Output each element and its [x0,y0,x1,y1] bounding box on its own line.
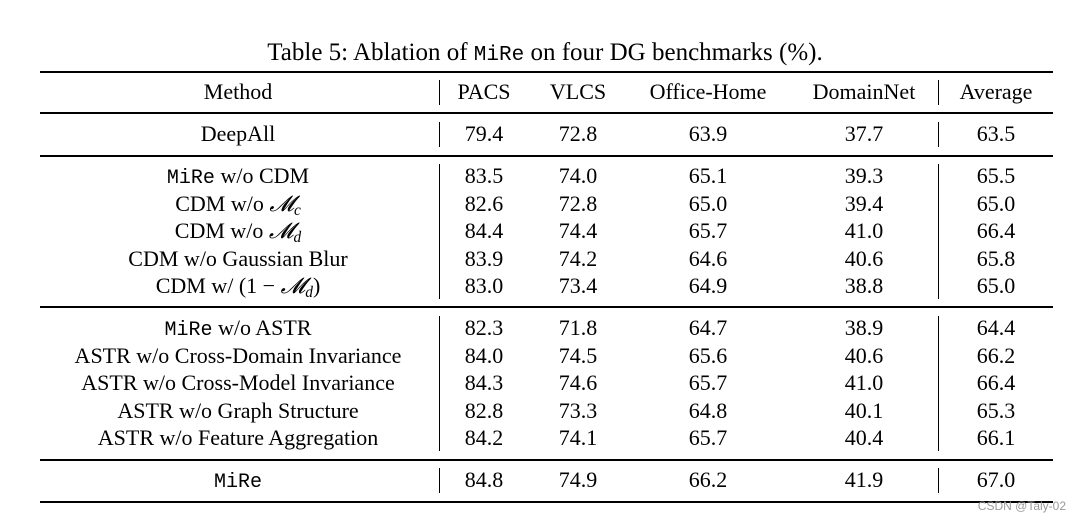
value-cell: 63.9 [688,121,728,146]
watermark: CSDN @Taly-02 [977,499,1066,513]
value-cell: 74.2 [558,245,598,271]
method-cell: MiRe w/o ASTR [164,315,312,342]
value-cell: 40.6 [844,342,884,368]
value-cell: 83.0 [464,273,504,298]
value-cell: 65.0 [688,190,728,216]
method-cell: CDM w/o Gaussian Blur [128,245,348,271]
value-cell: 66.4 [976,218,1016,243]
value-cell: 64.7 [688,315,728,340]
mid-rule [40,112,1053,114]
method-cell: MiRe w/o CDM [166,163,310,190]
value-cell: 66.1 [976,425,1016,450]
column-separator [439,122,440,147]
value-cell: 65.6 [688,342,728,368]
value-cell: 64.8 [688,397,728,423]
value-cell: 41.9 [844,467,884,492]
method-cell: CDM w/o 𝓜c [175,190,301,219]
value-cell: 40.6 [844,245,884,271]
value-cell: 73.4 [558,273,598,298]
value-cell: 84.4 [464,218,504,243]
top-rule [40,71,1053,73]
column-separator [439,316,440,451]
value-cell: 38.8 [844,273,884,298]
caption-suffix: on four DG benchmarks (%). [524,39,823,66]
value-cell: 84.0 [464,342,504,368]
value-cell: 84.3 [464,370,504,395]
method-cell: MiRe [213,471,263,494]
method-cell: ASTR w/o Cross-Domain Invariance [74,342,402,368]
value-cell: 82.3 [464,315,504,340]
header-cell: VLCS [549,79,607,104]
value-cell: 65.7 [688,370,728,395]
value-cell: 65.7 [688,218,728,243]
method-cell: ASTR w/o Graph Structure [117,397,359,423]
mid-rule [40,306,1053,308]
header-cell: DomainNet [812,79,916,104]
value-cell: 74.5 [558,342,598,368]
value-cell: 74.9 [558,467,598,492]
value-cell: 40.1 [844,397,884,423]
value-cell: 74.4 [558,218,598,243]
value-cell: 84.8 [464,467,504,492]
value-cell: 66.2 [688,467,728,492]
column-separator [439,164,440,299]
value-cell: 79.4 [464,121,504,146]
value-cell: 83.5 [464,163,504,188]
column-separator [938,164,939,299]
value-cell: 72.8 [558,190,598,216]
value-cell: 65.1 [688,163,728,188]
header-cell: Method [203,79,273,104]
method-cell: ASTR w/o Feature Aggregation [97,425,379,450]
column-separator [938,468,939,493]
column-separator [938,316,939,451]
value-cell: 74.1 [558,425,598,450]
value-cell: 66.4 [976,370,1016,395]
column-separator [439,468,440,493]
value-cell: 41.0 [844,218,884,243]
value-cell: 82.6 [464,190,504,216]
value-cell: 73.3 [558,397,598,423]
value-cell: 67.0 [976,467,1016,492]
value-cell: 83.9 [464,245,504,271]
method-cell: ASTR w/o Cross-Model Invariance [81,370,395,395]
value-cell: 65.0 [976,273,1016,298]
caption-prefix: Table 5: Ablation of [267,39,474,66]
method-cell: CDM w/o 𝓜d [174,218,302,246]
value-cell: 39.4 [844,190,884,216]
value-cell: 66.2 [976,342,1016,368]
header-cell: PACS [457,79,511,104]
value-cell: 38.9 [844,315,884,340]
value-cell: 39.3 [844,163,884,188]
value-cell: 64.4 [976,315,1016,340]
value-cell: 72.8 [558,121,598,146]
method-cell: DeepAll [200,121,276,146]
value-cell: 71.8 [558,315,598,340]
value-cell: 65.3 [976,397,1016,423]
mid-rule [40,459,1053,461]
value-cell: 82.8 [464,397,504,423]
column-separator [439,80,440,105]
method-cell: CDM w/ (1 − 𝓜d) [155,273,321,301]
value-cell: 65.8 [976,245,1016,271]
header-cell: Average [959,79,1033,104]
value-cell: 64.6 [688,245,728,271]
value-cell: 63.5 [976,121,1016,146]
value-cell: 40.4 [844,425,884,450]
value-cell: 84.2 [464,425,504,450]
column-separator [938,80,939,105]
value-cell: 41.0 [844,370,884,395]
bottom-rule [40,501,1053,503]
value-cell: 37.7 [844,121,884,146]
column-separator [938,122,939,147]
value-cell: 65.7 [688,425,728,450]
header-cell: Office-Home [649,79,767,104]
table-caption: Table 5: Ablation of MiRe on four DG ben… [0,38,1080,71]
caption-code: MiRe [473,44,525,67]
mid-rule [40,155,1053,157]
value-cell: 65.0 [976,190,1016,216]
value-cell: 64.9 [688,273,728,298]
value-cell: 65.5 [976,163,1016,188]
value-cell: 74.0 [558,163,598,188]
value-cell: 74.6 [558,370,598,395]
